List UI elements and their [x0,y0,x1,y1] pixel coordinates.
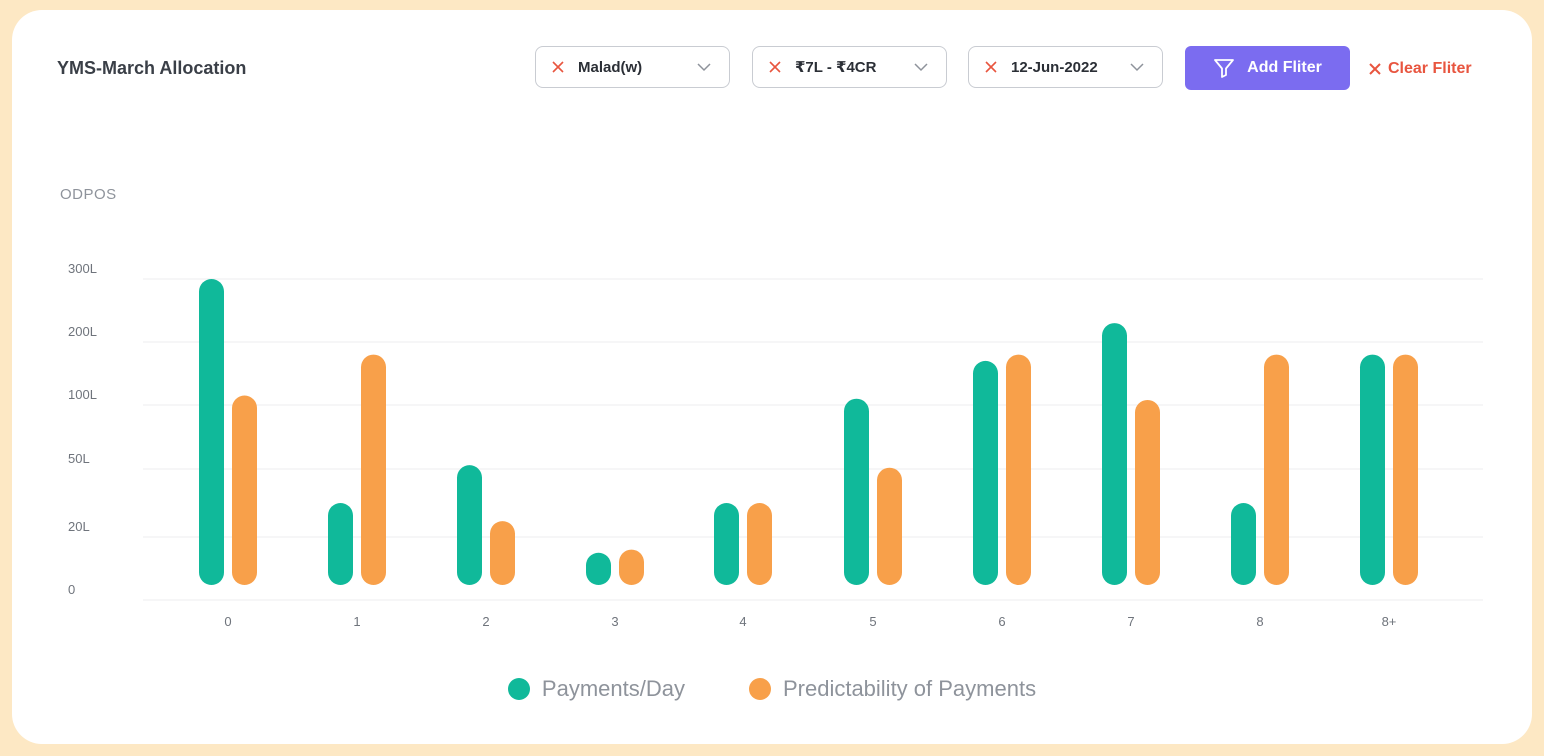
remove-location-filter-icon[interactable] [550,59,566,75]
add-filter-label: Add Fliter [1247,59,1322,76]
remove-date-filter-icon[interactable] [983,59,999,75]
filter-funnel-icon [1213,57,1235,79]
bar-payments-day [973,360,998,585]
bar-chart: 0 20L 50L 100L 200L 300L 0 1 2 3 4 5 6 7 8 8+ [68,261,1483,629]
x-tick-label: 7 [1127,614,1134,629]
bar-payments-day [457,465,482,585]
clear-filter-label: Clear Fliter [1388,60,1472,77]
bar-payments-day [586,552,611,585]
bar-predictability [619,549,644,585]
bar-predictability [1393,354,1418,585]
bar-predictability [877,467,902,585]
bar-predictability [1006,354,1031,585]
chevron-down-icon[interactable] [1128,58,1146,76]
bar-payments-day [328,503,353,585]
bar-predictability [361,354,386,585]
legend-dot-payments-day [507,678,530,700]
chart-card: YMS-March Allocation Malad(w) ₹7L - ₹4CR… [12,10,1532,744]
date-filter[interactable]: 12-Jun-2022 [968,46,1163,88]
legend-item-predictability: Predictability of Payments [748,676,1037,702]
x-tick-label: 2 [482,614,489,629]
close-icon [1368,62,1382,76]
x-tick-label: 8 [1256,614,1263,629]
legend-label: Predictability of Payments [782,676,1037,701]
y-tick-label: 20L [68,519,90,534]
bar-payments-day [199,279,224,585]
date-filter-value: 12-Jun-2022 [1011,58,1098,76]
chevron-down-icon[interactable] [695,58,713,76]
chevron-down-icon[interactable] [912,58,930,76]
legend-dot-predictability [748,678,771,700]
location-filter[interactable]: Malad(w) [535,46,730,88]
location-filter-value: Malad(w) [578,58,643,76]
x-tick-label: 6 [998,614,1005,629]
bar-payments-day [1360,354,1385,585]
y-tick-label: 300L [68,261,97,276]
clear-filter-button[interactable]: Clear Fliter [1368,58,1472,80]
bar-predictability [1264,354,1289,585]
amount-range-filter-value: ₹7L - ₹4CR [795,59,877,76]
x-tick-label: 8+ [1382,614,1397,629]
bar-predictability [232,395,257,585]
y-tick-label: 0 [68,582,75,597]
legend-label: Payments/Day [541,676,685,701]
add-filter-button[interactable]: Add Fliter [1185,46,1350,90]
page-title: YMS-March Allocation [57,58,247,78]
chart-legend: Payments/Day Predictability of Payments [12,676,1532,702]
bar-payments-day [1102,323,1127,585]
remove-amount-filter-icon[interactable] [767,59,783,75]
legend-item-payments-day: Payments/Day [507,676,685,702]
bar-payments-day [844,398,869,585]
x-tick-label: 4 [739,614,746,629]
y-tick-label: 100L [68,387,97,402]
bar-payments-day [1231,503,1256,585]
y-tick-label: 200L [68,324,97,339]
bar-predictability [1135,399,1160,585]
x-tick-label: 5 [869,614,876,629]
y-tick-label: 50L [68,451,90,466]
amount-range-filter[interactable]: ₹7L - ₹4CR [752,46,947,88]
x-tick-label: 0 [224,614,231,629]
x-tick-label: 3 [611,614,618,629]
bar-predictability [490,521,515,585]
bar-predictability [747,503,772,585]
bar-payments-day [714,503,739,585]
y-axis-label: ODPOS [60,186,117,203]
x-tick-label: 1 [353,614,360,629]
